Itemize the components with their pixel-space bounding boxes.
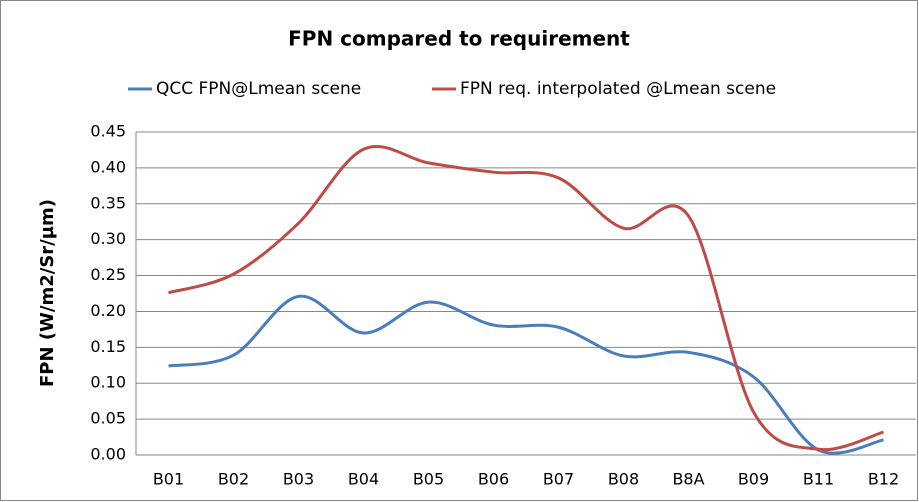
y-tick-label: 0.00 <box>90 445 126 464</box>
chart-title: FPN compared to requirement <box>288 27 630 51</box>
x-tick-label: B02 <box>218 470 249 489</box>
y-tick-label: 0.05 <box>90 409 126 428</box>
x-tick-label: B08 <box>608 470 639 489</box>
series-line <box>168 144 884 452</box>
x-tick-label: B8A <box>672 470 704 489</box>
y-tick-label: 0.40 <box>90 157 126 176</box>
y-tick-label: 0.45 <box>90 122 126 141</box>
y-tick-label: 0.20 <box>90 301 126 320</box>
y-tick-label: 0.30 <box>90 229 126 248</box>
x-tick-label: B06 <box>478 470 509 489</box>
x-tick-label: B11 <box>803 470 834 489</box>
series-line <box>168 294 884 455</box>
x-tick-label: B07 <box>543 470 574 489</box>
x-tick-label: B12 <box>868 470 899 489</box>
x-tick-label: B01 <box>153 470 184 489</box>
y-axis-label: FPN (W/m2/Sr/µm) <box>37 199 58 387</box>
y-tick-label: 0.35 <box>90 193 126 212</box>
y-tick-label: 0.10 <box>90 373 126 392</box>
x-tick-label: B05 <box>413 470 444 489</box>
x-tick-label: B09 <box>738 470 769 489</box>
y-tick-label: 0.15 <box>90 337 126 356</box>
legend-label: QCC FPN@Lmean scene <box>156 79 361 99</box>
y-tick-label: 0.25 <box>90 265 126 284</box>
x-tick-label: B03 <box>283 470 314 489</box>
x-tick-label: B04 <box>348 470 379 489</box>
legend-label: FPN req. interpolated @Lmean scene <box>460 79 776 99</box>
